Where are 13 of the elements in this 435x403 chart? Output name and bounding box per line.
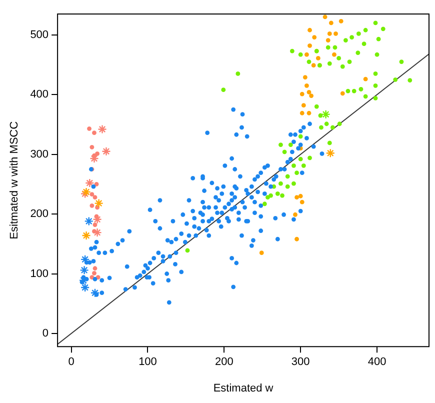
x-axis-title: Estimated w: [213, 382, 274, 394]
y-tick-label: 200: [30, 208, 49, 220]
x-tick-label: 100: [138, 356, 157, 368]
x-tick-label: 200: [214, 356, 234, 368]
y-tick-label: 0: [42, 327, 49, 340]
y-tick-label: 400: [30, 88, 49, 101]
y-tick-label: 100: [30, 268, 49, 280]
y-axis-title: Esitmated w with MSCC: [8, 121, 21, 240]
x-tick-label: 300: [291, 356, 310, 368]
y-tick-label: 500: [30, 28, 49, 41]
x-tick-label: 0: [68, 356, 74, 368]
x-tick-label: 400: [368, 356, 386, 368]
y-tick-label: 300: [30, 148, 49, 160]
